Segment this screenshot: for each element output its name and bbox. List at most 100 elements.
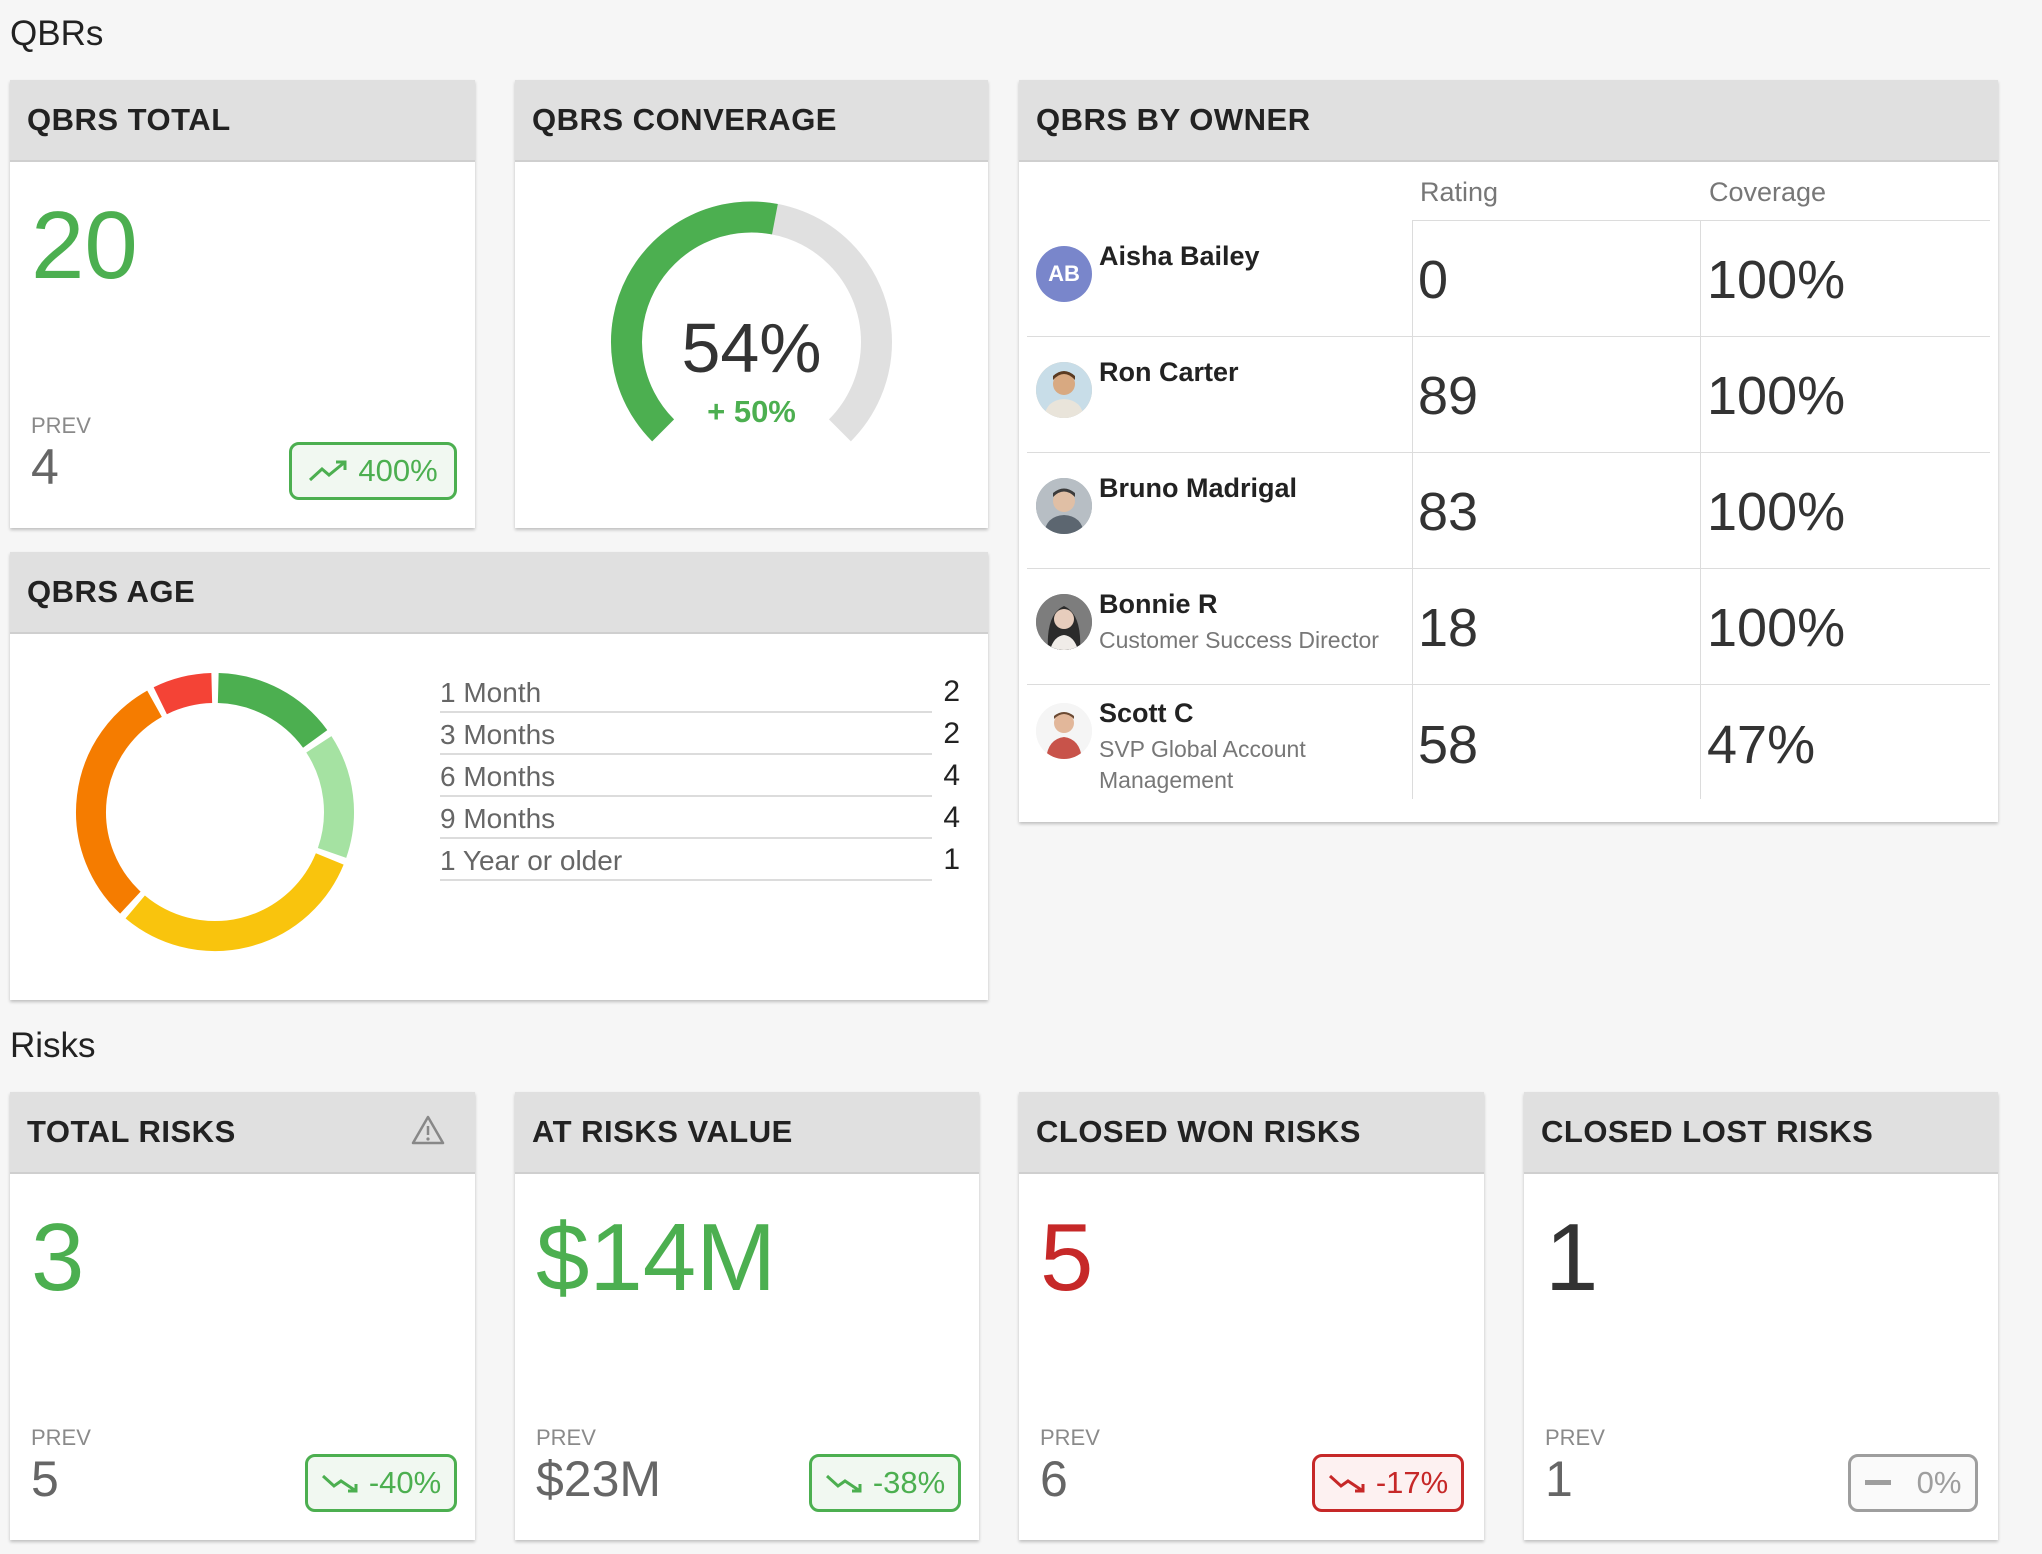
total-risks-card: TOTAL RISKS 3 PREV 5 -40%: [10, 1092, 475, 1540]
age-legend-underline: [440, 795, 932, 797]
age-legend-row: 9 Months 4: [440, 799, 960, 839]
flat-icon: [1864, 1480, 1891, 1485]
person-photo-icon: [1036, 362, 1092, 418]
age-legend-row: 1 Year or older 1: [440, 841, 960, 881]
card-header: AT RISKS VALUE: [515, 1092, 979, 1174]
rating-value: 83: [1418, 482, 1479, 542]
prev-value: $23M: [536, 1451, 662, 1507]
rating-value: 58: [1418, 715, 1479, 775]
coverage-value: 100%: [1707, 482, 1846, 542]
qbrs-age-card: QBRS AGE 1 Month 2 3 Months 2 6 Months 4 9 Mon…: [10, 552, 988, 1000]
column-header-rating: Rating: [1420, 177, 1499, 207]
age-legend-row: 6 Months 4: [440, 757, 960, 797]
card-title: AT RISKS VALUE: [532, 1114, 793, 1149]
age-donut-chart: [76, 673, 354, 951]
trending-down-icon: [1328, 1474, 1365, 1493]
qbrs-total-value: 20: [31, 192, 138, 299]
at-risks-value-card: AT RISKS VALUE $14M PREV $23M -38%: [515, 1092, 979, 1540]
coverage-gauge: [611, 201, 892, 442]
warning-icon[interactable]: [411, 1114, 445, 1146]
owner-name: Bruno Madrigal: [1099, 473, 1298, 503]
age-legend-underline: [440, 837, 932, 839]
prev-value: 4: [31, 439, 59, 495]
donut-segment[interactable]: [306, 736, 354, 858]
change-badge: -40%: [305, 1454, 457, 1512]
change-badge-text: 0%: [1916, 1465, 1962, 1500]
prev-label: PREV: [1040, 1425, 1100, 1450]
age-legend-count: 4: [943, 759, 960, 792]
age-legend-label: 6 Months: [440, 761, 556, 792]
change-badge-text: 400%: [358, 453, 438, 488]
age-legend-count: 2: [943, 717, 960, 750]
closed-won-risks-card: CLOSED WON RISKS 5 PREV 6 -17%: [1019, 1092, 1484, 1540]
card-header: CLOSED LOST RISKS: [1524, 1092, 1998, 1174]
owner-subtitle: SVP Global Account Management: [1099, 736, 1306, 793]
card-header: QBRS AGE: [10, 552, 988, 634]
age-legend-label: 1 Year or older: [440, 845, 623, 876]
card-title: TOTAL RISKS: [27, 1114, 236, 1149]
change-badge-text: -17%: [1375, 1465, 1449, 1500]
trending-down-icon: [825, 1474, 862, 1493]
owner-name: Scott C: [1099, 698, 1194, 728]
card-header: QBRS CONVERAGE: [515, 80, 988, 162]
total-risks-value: 3: [31, 1204, 85, 1311]
card-header: QBRS TOTAL: [10, 80, 475, 162]
table-row: Bonnie R Customer Success Director 18 10…: [1019, 569, 1998, 685]
donut-segment[interactable]: [125, 853, 344, 951]
avatar: AB: [1036, 246, 1092, 302]
donut-segment[interactable]: [153, 673, 213, 715]
card-title: QBRS AGE: [27, 574, 196, 609]
prev-label: PREV: [31, 413, 91, 438]
change-badge: 0%: [1848, 1454, 1978, 1512]
prev-label: PREV: [1545, 1425, 1605, 1450]
prev-label: PREV: [536, 1425, 596, 1450]
qbrs-by-owner-card: QBRS BY OWNER Rating Coverage AB Aisha B…: [1019, 80, 1998, 822]
change-badge: -17%: [1312, 1454, 1464, 1512]
person-photo-icon: [1036, 703, 1092, 759]
trending-down-icon: [321, 1474, 358, 1493]
qbrs-total-card: QBRS TOTAL 20 PREV 4 400%: [10, 80, 475, 528]
person-photo-icon: [1036, 478, 1092, 534]
row-divider: [1027, 336, 1990, 337]
avatar: [1036, 594, 1092, 650]
rating-value: 18: [1418, 598, 1479, 658]
donut-segment[interactable]: [76, 690, 163, 914]
closed-lost-risks-value: 1: [1545, 1204, 1599, 1311]
column-divider: [1412, 221, 1413, 799]
donut-segment[interactable]: [217, 673, 328, 749]
age-legend-underline: [440, 753, 932, 755]
coverage-value: 100%: [1707, 250, 1846, 310]
age-legend-row: 3 Months 2: [440, 715, 960, 755]
avatar-initials: AB: [1048, 261, 1080, 286]
owner-name: Aisha Bailey: [1099, 241, 1260, 271]
trending-up-icon: [309, 460, 347, 482]
header-divider: [1412, 220, 1990, 221]
rating-value: 0: [1418, 250, 1449, 310]
age-legend-count: 1: [943, 843, 960, 876]
owner-subtitle: Customer Success Director: [1099, 627, 1379, 653]
at-risks-value: $14M: [536, 1204, 777, 1311]
age-legend-underline: [440, 879, 932, 881]
change-badge: -38%: [809, 1454, 961, 1512]
card-title: QBRS BY OWNER: [1036, 102, 1311, 137]
card-title: QBRS TOTAL: [27, 102, 231, 137]
coverage-percent: 54%: [681, 309, 822, 387]
rating-value: 89: [1418, 366, 1479, 426]
avatar: [1036, 703, 1092, 759]
coverage-value: 100%: [1707, 366, 1846, 426]
section-title-risks: Risks: [10, 1026, 96, 1065]
avatar: [1036, 362, 1092, 418]
person-photo-icon: [1036, 594, 1092, 650]
age-legend-count: 2: [943, 675, 960, 708]
closed-won-risks-value: 5: [1040, 1204, 1094, 1311]
card-title: CLOSED WON RISKS: [1036, 1114, 1361, 1149]
table-row: Ron Carter 89 100%: [1019, 337, 1998, 453]
coverage-value: 100%: [1707, 598, 1846, 658]
table-row: Scott C SVP Global Account Management 58…: [1019, 685, 1998, 815]
age-legend-label: 3 Months: [440, 719, 556, 750]
gauge-fill: [611, 201, 778, 442]
prev-value: 1: [1545, 1451, 1573, 1507]
prev-value: 6: [1040, 1451, 1068, 1507]
age-legend-count: 4: [943, 801, 960, 834]
prev-value: 5: [31, 1451, 59, 1507]
